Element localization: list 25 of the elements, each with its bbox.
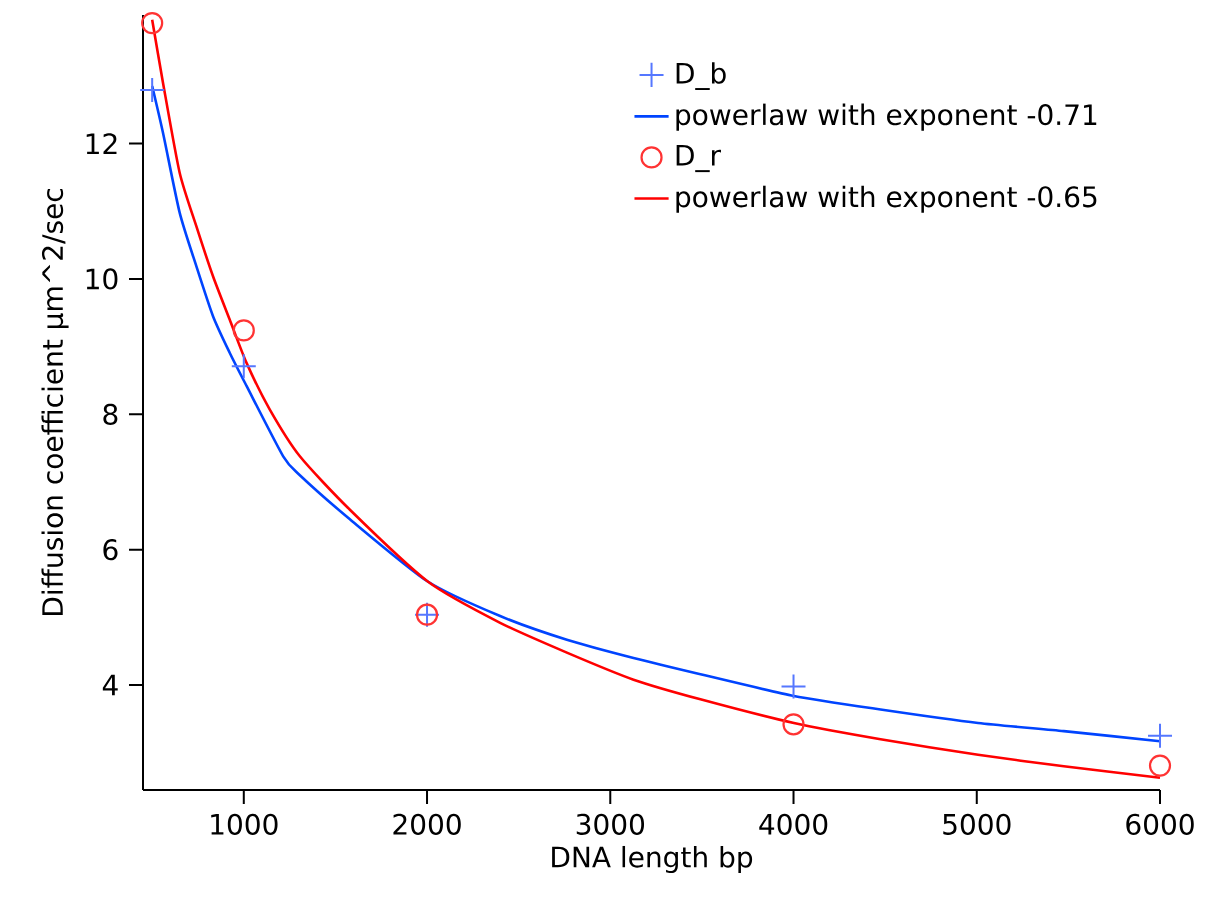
x-tick-label: 5000 [943,813,1011,835]
y-tick-label: 10 [86,268,118,290]
x-tick-label: 3000 [576,813,645,835]
x-axis-title: DNA length bp [552,845,753,874]
legend-label: powerlaw with exponent -0.65 [676,185,1097,213]
point [782,713,805,736]
point [1148,723,1173,748]
point [140,78,165,103]
point [231,354,256,379]
legend-label: powerlaw with exponent -0.71 [676,103,1097,131]
y-axis-title: Diffusion coefficient μm^2/sec [41,189,69,615]
legend-label: D_b [676,62,726,91]
point [781,674,806,699]
legend-label: D_r [676,145,721,173]
y-tick-label: 4 [102,674,118,696]
y-tick-label: 12 [86,133,117,154]
point [1148,754,1172,777]
x-tick-label: 6000 [1126,813,1194,835]
point [141,12,164,35]
y-tick-label: 8 [103,403,118,425]
x-tick-label: 1000 [211,813,278,835]
x-tick-label: 2000 [393,813,461,835]
x-tick-label: 4000 [759,813,828,835]
y-tick-label: 6 [103,539,118,561]
point [232,319,255,342]
